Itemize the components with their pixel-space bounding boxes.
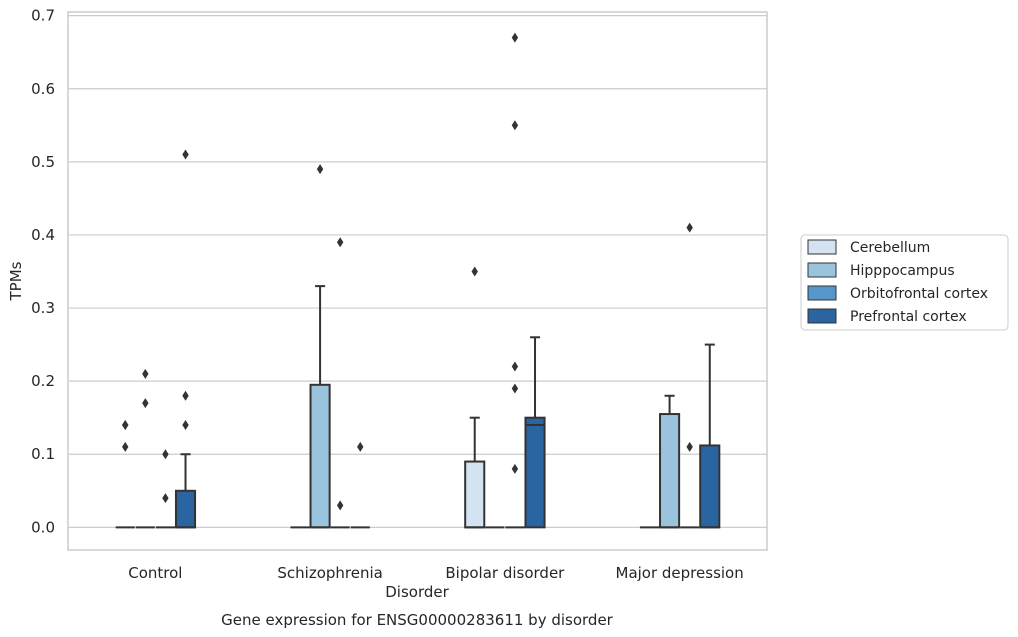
- legend-label: Cerebellum: [850, 240, 930, 256]
- outlier-point: [686, 222, 693, 233]
- x-tick-label: Major depression: [616, 564, 744, 582]
- outlier-point: [686, 441, 693, 452]
- y-tick-label: 0.2: [31, 372, 55, 390]
- x-axis-ticks: Control Schizophrenia Bipolar disorder Majo…: [128, 564, 743, 582]
- legend-label: Prefrontal cortex: [850, 309, 967, 325]
- outlier-point: [182, 390, 189, 401]
- plot-area-frame: [67, 11, 768, 551]
- legend-swatch: [807, 308, 837, 324]
- outlier-point: [511, 32, 519, 43]
- x-tick-label: Control: [128, 564, 182, 582]
- outlier-point: [511, 383, 519, 394]
- outlier-point: [122, 441, 129, 452]
- box-body: [524, 416, 546, 529]
- legend-frame: [800, 234, 1009, 331]
- outlier-point: [122, 420, 129, 431]
- outlier-point: [471, 266, 478, 277]
- y-tick-label: 0.7: [31, 7, 55, 25]
- outlier-point: [162, 493, 169, 504]
- y-tick-label: 0.5: [31, 153, 55, 171]
- legend-swatch: [807, 262, 837, 278]
- outlier-point: [142, 368, 149, 379]
- legend-swatch: [807, 239, 837, 255]
- chart-caption: Gene expression for ENSG00000283611 by d…: [221, 611, 614, 629]
- y-tick-label: 0.6: [31, 80, 55, 98]
- y-axis-title: TPMs: [7, 261, 25, 301]
- outlier-point: [316, 164, 324, 175]
- box-body: [659, 413, 681, 529]
- outlier-point: [182, 420, 189, 431]
- legend: Cerebellum Hipppocampus Orbitofrontal cort…: [800, 234, 1009, 331]
- outlier-point: [142, 398, 149, 409]
- y-tick-label: 0.4: [31, 226, 55, 244]
- legend-label: Orbitofrontal cortex: [850, 286, 988, 302]
- box-body: [699, 444, 721, 529]
- box-marks: [115, 32, 721, 529]
- outlier-point: [511, 463, 519, 474]
- x-axis-title: Disorder: [385, 583, 449, 601]
- y-axis-ticks: 0.0 0.1 0.2 0.3 0.4 0.5 0.6 0.7: [31, 7, 55, 537]
- y-tick-label: 0.0: [31, 518, 55, 536]
- x-tick-label: Schizophrenia: [277, 564, 382, 582]
- outlier-point: [511, 361, 519, 372]
- x-tick-label: Bipolar disorder: [445, 564, 565, 582]
- legend-swatch: [807, 285, 837, 301]
- outlier-point: [336, 500, 344, 511]
- box-body: [464, 460, 486, 529]
- y-tick-label: 0.1: [31, 445, 55, 463]
- box-body: [174, 489, 197, 529]
- legend-label: Hipppocampus: [850, 263, 955, 279]
- outlier-point: [336, 237, 344, 248]
- box-body: [309, 383, 331, 529]
- outlier-point: [511, 120, 519, 131]
- outlier-point: [357, 441, 364, 452]
- outlier-point: [182, 149, 189, 160]
- y-tick-label: 0.3: [31, 299, 55, 317]
- outlier-point: [162, 449, 169, 460]
